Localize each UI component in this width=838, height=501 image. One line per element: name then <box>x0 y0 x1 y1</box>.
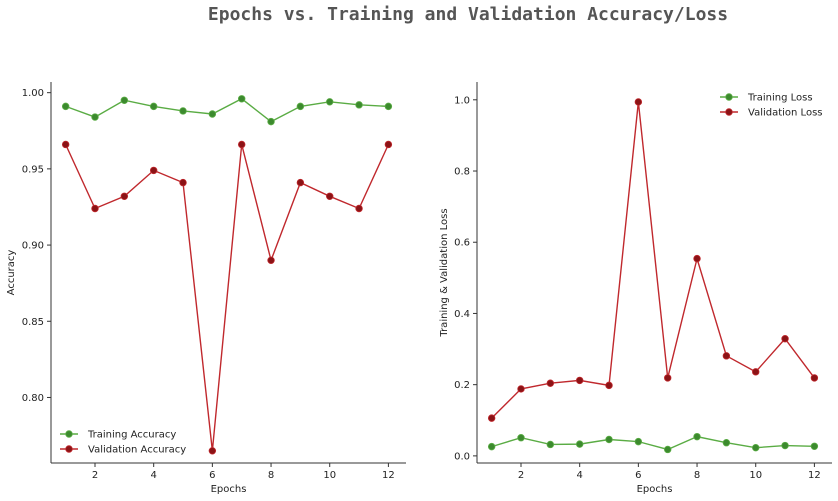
x-tick-label: 6 <box>635 470 641 481</box>
y-tick-label: 1.0 <box>454 95 470 106</box>
data-point-validation <box>149 166 158 175</box>
data-point-validation <box>664 374 672 382</box>
series-line-training <box>65 97 389 123</box>
data-point-training <box>693 432 701 441</box>
data-point-validation <box>487 414 496 422</box>
data-point-training <box>355 101 363 109</box>
data-point-validation <box>752 368 760 376</box>
data-point-training <box>326 98 334 106</box>
data-point-training <box>384 102 393 111</box>
x-axis-label: Epochs <box>211 484 247 495</box>
legend-marker <box>65 445 73 453</box>
y-tick-label: 0.0 <box>454 451 470 462</box>
data-point-training <box>120 96 129 104</box>
data-point-training <box>781 441 789 450</box>
legend-entry: Validation Loss <box>748 108 823 119</box>
x-tick-label: 6 <box>209 470 215 481</box>
series-line-training <box>491 435 815 451</box>
data-point-validation <box>575 376 584 385</box>
data-point-training <box>517 434 525 442</box>
data-point-training <box>149 102 158 111</box>
data-point-validation <box>355 204 363 213</box>
data-point-validation <box>693 254 701 263</box>
data-point-training <box>61 102 70 111</box>
series-line-validation <box>65 144 390 451</box>
y-axis-label: Accuracy <box>6 250 17 296</box>
y-tick-label: 0.6 <box>454 238 470 249</box>
y-tick-label: 0.4 <box>454 309 470 320</box>
data-point-training <box>575 440 584 448</box>
y-tick-label: 0.8 <box>454 167 470 178</box>
series-line-validation <box>491 101 815 419</box>
data-point-validation <box>634 98 643 106</box>
x-tick-label: 4 <box>576 470 582 481</box>
data-point-validation <box>296 178 305 187</box>
data-point-validation <box>61 140 70 149</box>
accuracy-panel: 2 4 6 8 10 12 0.80 0.85 0.90 0.95 1.00 Epochs Accura… <box>6 82 406 495</box>
y-tick-label: 0.90 <box>22 241 44 252</box>
data-point-validation <box>722 352 731 360</box>
data-point-training <box>208 110 217 118</box>
x-axis-label: Epochs <box>637 484 673 495</box>
y-tick-label: 0.2 <box>454 380 470 391</box>
data-point-training <box>810 442 819 450</box>
data-point-training <box>91 113 99 121</box>
legend-marker <box>65 430 73 438</box>
x-tick-label: 10 <box>323 470 336 481</box>
data-point-training <box>752 443 760 452</box>
data-point-training <box>238 95 246 103</box>
x-tick-label: 12 <box>382 470 395 481</box>
data-point-validation <box>517 385 525 393</box>
x-tick-label: 8 <box>268 470 274 481</box>
data-point-validation <box>267 256 275 265</box>
data-point-training <box>267 117 275 126</box>
data-point-validation <box>781 335 789 343</box>
legend-marker <box>725 93 733 101</box>
data-point-training <box>634 437 643 446</box>
data-point-training <box>487 442 496 451</box>
data-point-training <box>546 440 555 449</box>
y-tick-label: 1.00 <box>22 88 44 99</box>
x-tick-label: 12 <box>808 470 821 481</box>
data-point-validation <box>384 140 393 149</box>
data-point-validation <box>546 379 555 387</box>
data-point-validation <box>120 192 129 200</box>
y-tick-label: 0.80 <box>22 393 44 404</box>
data-point-training <box>664 445 672 454</box>
x-tick-label: 4 <box>150 470 156 481</box>
data-point-training <box>179 107 187 115</box>
data-point-validation <box>326 192 334 200</box>
data-point-training <box>605 435 613 444</box>
legend-marker <box>725 108 733 116</box>
legend-entry: Training Loss <box>747 93 813 104</box>
x-tick-label: 10 <box>749 470 762 481</box>
y-axis-label: Training & Validation Loss <box>439 208 450 337</box>
legend-entry: Validation Accuracy <box>88 445 186 456</box>
y-tick-label: 0.95 <box>22 164 44 175</box>
data-point-validation <box>238 140 246 149</box>
x-tick-label: 2 <box>518 470 524 481</box>
data-point-validation <box>179 178 187 187</box>
x-tick-label: 2 <box>92 470 98 481</box>
x-tick-label: 8 <box>694 470 700 481</box>
data-point-validation <box>208 447 217 455</box>
data-point-training <box>722 439 731 447</box>
legend-entry: Training Accuracy <box>87 430 176 441</box>
loss-panel: 2 4 6 8 10 12 0.0 0.2 0.4 0.6 0.8 1.0 Epochs Training… <box>439 82 832 495</box>
data-point-validation <box>605 381 613 390</box>
data-point-training <box>296 102 305 111</box>
figure-title: Epochs vs. Training and Validation Accur… <box>207 4 729 25</box>
data-point-validation <box>91 204 99 213</box>
data-point-validation <box>810 374 819 382</box>
y-tick-label: 0.85 <box>22 317 44 328</box>
